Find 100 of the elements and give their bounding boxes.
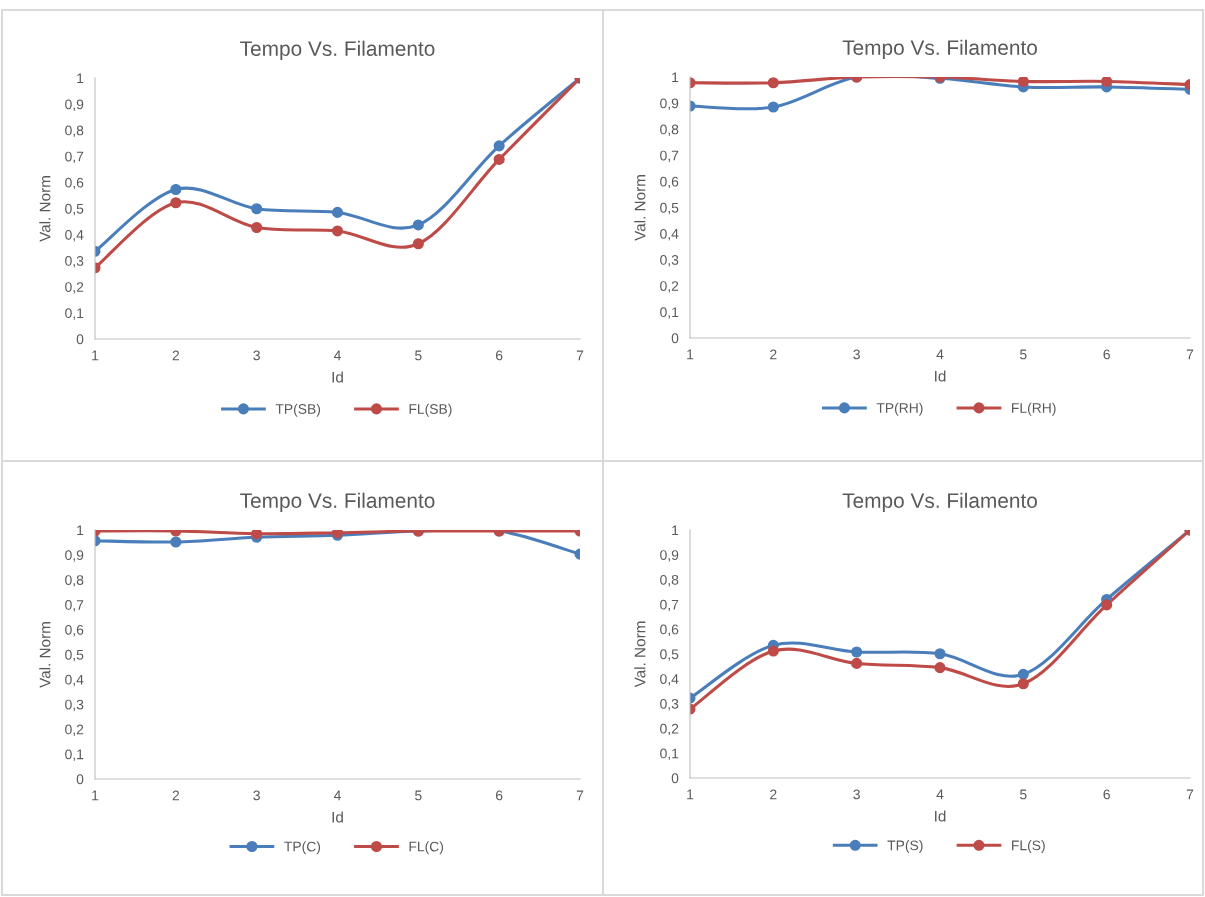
legend-label: TP(RH): [876, 402, 923, 416]
x-tick-label: 7: [1186, 789, 1194, 800]
y-tick-label: 0,3: [660, 698, 679, 711]
point: [170, 183, 182, 196]
x-tick-label: 3: [853, 789, 860, 800]
y-tick-label: 0,9: [660, 550, 679, 562]
point: [493, 140, 505, 152]
x-axis-title: Id: [935, 370, 946, 382]
x-tick-label: 3: [853, 349, 860, 360]
chart-title: Tempo Vs. Filamento: [240, 40, 435, 61]
legend-label: FL(S): [1012, 840, 1045, 854]
chart-title: Tempo Vs. Filamento: [842, 492, 1037, 513]
y-tick-label: 0,1: [65, 749, 84, 761]
x-tick-label: 4: [333, 790, 341, 801]
point: [934, 648, 946, 660]
y-tick-label: 0,2: [65, 282, 84, 294]
y-tick-label: 0,7: [660, 150, 679, 163]
y-tick-label: 1: [672, 525, 679, 536]
x-tick-label: 1: [92, 790, 99, 801]
y-tick-label: 1: [77, 525, 84, 536]
y-tick-label: 0,8: [660, 574, 679, 587]
point: [851, 657, 863, 669]
point: [251, 221, 263, 234]
y-tick-label: 0: [671, 333, 679, 344]
y-tick-label: 0,1: [660, 748, 679, 761]
x-tick-label: 7: [576, 350, 584, 361]
point: [493, 153, 505, 165]
y-tick-label: 0,9: [660, 98, 679, 110]
y-tick-label: 0: [76, 334, 84, 345]
y-tick-label: 1: [672, 72, 679, 83]
y-tick-label: 0,9: [65, 550, 84, 562]
y-tick-label: 0,7: [65, 151, 84, 164]
point: [170, 197, 182, 209]
x-tick-label: 3: [253, 350, 260, 361]
point: [331, 225, 344, 237]
y-axis-title: Val. Norm: [634, 175, 646, 241]
y-tick-label: 0,2: [65, 724, 84, 737]
x-tick-label: 5: [1020, 349, 1027, 360]
y-tick-label: 0,3: [660, 255, 679, 267]
legend-label: TP(C): [284, 841, 321, 855]
x-tick-label: 6: [1103, 349, 1110, 360]
point: [331, 206, 344, 218]
x-tick-label: 6: [496, 790, 503, 801]
y-tick-label: 0,8: [65, 575, 84, 587]
y-tick-label: 0,7: [660, 599, 679, 612]
point: [412, 238, 424, 250]
x-tick-label: 2: [172, 790, 179, 801]
y-tick-label: 0,2: [660, 281, 679, 293]
legend-label: FL(RH): [1012, 402, 1056, 416]
y-tick-label: 0,6: [65, 177, 84, 190]
y-tick-label: 0,4: [660, 674, 679, 686]
x-axis-title: Id: [332, 371, 343, 383]
chart-title: Tempo Vs. Filamento: [842, 39, 1037, 60]
point: [1101, 599, 1113, 611]
x-tick-label: 2: [172, 350, 179, 361]
x-tick-label: 6: [1103, 789, 1110, 800]
y-tick-label: 0,8: [65, 125, 84, 138]
legend-label: TP(SB): [275, 403, 321, 417]
y-tick-label: 0,1: [660, 307, 679, 319]
y-tick-label: 0,5: [660, 649, 679, 661]
point: [934, 662, 946, 674]
y-axis-title: Val. Norm: [39, 622, 51, 688]
y-tick-label: 0: [671, 773, 679, 784]
legend-label: TP(S): [887, 840, 923, 854]
point: [251, 203, 263, 215]
point: [767, 645, 779, 657]
point: [1017, 668, 1029, 680]
y-tick-label: 0,5: [660, 202, 679, 215]
x-tick-label: 5: [415, 790, 422, 801]
x-tick-label: 7: [576, 790, 584, 801]
x-axis-title: Id: [332, 811, 343, 823]
x-tick-label: 6: [496, 350, 503, 361]
x-tick-label: 5: [415, 350, 422, 361]
y-tick-label: 0,9: [65, 99, 84, 111]
y-tick-label: 0,4: [660, 228, 679, 241]
y-tick-label: 0,4: [65, 674, 84, 687]
y-axis-title: Val. Norm: [634, 621, 646, 688]
y-tick-label: 0,6: [660, 176, 679, 189]
x-tick-label: 1: [92, 350, 99, 361]
y-tick-label: 0,7: [65, 600, 84, 612]
x-tick-label: 7: [1186, 349, 1194, 360]
chart-title: Tempo Vs. Filamento: [240, 492, 435, 513]
x-tick-label: 5: [1020, 789, 1027, 800]
x-tick-label: 4: [936, 789, 944, 800]
y-tick-label: 0,3: [65, 699, 84, 712]
legend-label: FL(C): [409, 841, 444, 855]
x-tick-label: 4: [333, 350, 341, 361]
y-tick-label: 0,6: [65, 624, 84, 637]
x-tick-label: 2: [770, 349, 777, 360]
x-tick-label: 1: [687, 789, 694, 800]
x-tick-label: 1: [687, 349, 694, 360]
x-tick-label: 4: [936, 349, 944, 360]
point: [412, 219, 424, 231]
x-tick-label: 2: [770, 789, 777, 800]
x-axis-title: Id: [935, 810, 946, 822]
legend-label: FL(SB): [409, 403, 452, 417]
point: [1017, 678, 1029, 690]
y-tick-label: 0,8: [660, 124, 679, 137]
y-tick-label: 0,4: [65, 229, 84, 242]
y-tick-label: 0,3: [65, 256, 84, 268]
